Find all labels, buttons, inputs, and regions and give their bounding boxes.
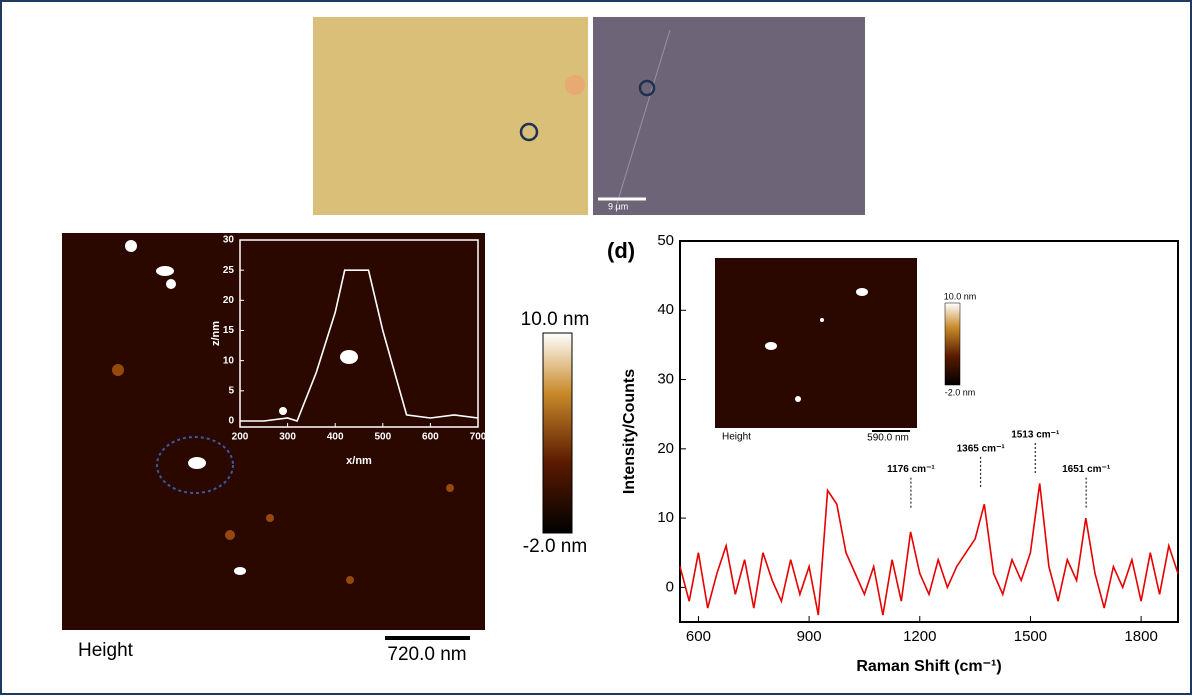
y-tick-label: 10 <box>223 355 235 366</box>
y-tick-label: 50 <box>657 232 674 249</box>
marker-circle <box>519 122 539 142</box>
y-tick-label: 20 <box>223 295 235 306</box>
x-tick-label: 400 <box>327 432 344 443</box>
plot-frame <box>679 240 1179 623</box>
y-tick-label: 30 <box>657 371 674 388</box>
x-tick-label: 200 <box>232 432 249 443</box>
y-tick-label: 20 <box>657 440 674 457</box>
x-tick-label: 700 <box>470 432 487 443</box>
scale-label: 590.0 nm <box>867 433 909 444</box>
x-axis-label: Raman Shift (cm⁻¹) <box>856 658 1001 675</box>
y-tick-label: 0 <box>666 578 674 595</box>
optical-image <box>593 17 865 215</box>
y-tick-label: 25 <box>223 265 235 276</box>
colorbar <box>542 332 573 534</box>
x-tick-label: 600 <box>422 432 439 443</box>
optical-image <box>313 17 588 215</box>
afm-image <box>62 233 485 630</box>
x-tick-label: 600 <box>686 628 711 645</box>
panel-label: (d) <box>607 238 635 263</box>
y-tick-label: 10 <box>657 509 674 526</box>
colorbar-min: -2.0 nm <box>523 536 587 557</box>
highlight-circle <box>156 436 234 494</box>
colorbar-max: 10.0 nm <box>944 291 977 301</box>
x-tick-label: 1800 <box>1124 628 1157 645</box>
annotation: 1365 cm⁻¹ <box>957 443 1006 454</box>
annotation: 1176 cm⁻¹ <box>887 464 935 475</box>
x-tick-label: 500 <box>374 432 391 443</box>
y-tick-label: 30 <box>223 235 235 246</box>
y-axis-label: Intensity/Counts <box>621 369 638 494</box>
afm-inset <box>715 258 917 428</box>
y-tick-label: 0 <box>228 416 234 427</box>
y-tick-label: 40 <box>657 301 674 318</box>
image-feature <box>565 75 585 95</box>
x-tick-label: 1500 <box>1014 628 1047 645</box>
afm-label: Height <box>78 640 134 661</box>
marker-circle <box>638 79 656 97</box>
colorbar-max: 10.0 nm <box>521 309 590 330</box>
plot-frame <box>239 239 479 428</box>
data-line <box>679 483 1179 616</box>
x-axis-label: x/nm <box>346 455 372 467</box>
annotation: 1651 cm⁻¹ <box>1062 464 1111 475</box>
afm-particles <box>765 288 868 402</box>
y-tick-label: 5 <box>228 385 234 396</box>
scale-label: 720.0 nm <box>387 644 466 665</box>
annotation: 1513 cm⁻¹ <box>1011 430 1060 441</box>
image-feature <box>614 29 671 211</box>
y-axis-label: z/nm <box>210 321 222 346</box>
afm-particles <box>125 240 358 575</box>
x-tick-label: 300 <box>279 432 296 443</box>
x-tick-label: 1200 <box>903 628 936 645</box>
x-tick-label: 900 <box>797 628 822 645</box>
data-line <box>240 269 479 422</box>
afm-inset-label: Height <box>722 432 751 443</box>
colorbar <box>944 302 961 386</box>
colorbar-min: -2.0 nm <box>945 387 976 397</box>
y-tick-label: 15 <box>223 325 235 336</box>
scale-label: 9 µm <box>608 201 628 211</box>
afm-features <box>112 364 454 584</box>
